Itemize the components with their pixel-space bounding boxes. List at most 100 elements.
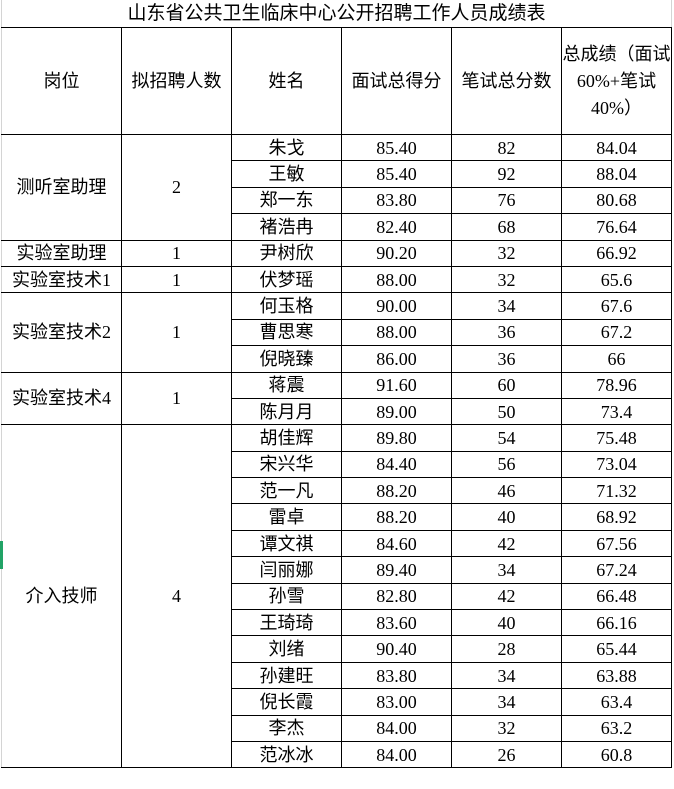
total-score-cell[interactable]: 65.6: [561, 265, 672, 294]
total-score-cell[interactable]: 66.16: [561, 609, 672, 637]
interview-score-cell[interactable]: 82.40: [341, 213, 452, 241]
name-cell[interactable]: 宋兴华: [231, 450, 342, 479]
total-score-cell[interactable]: 78.96: [561, 371, 672, 399]
header-name[interactable]: 姓名: [231, 27, 342, 135]
total-score-cell[interactable]: 66: [561, 345, 672, 373]
written-score-cell[interactable]: 36: [451, 318, 562, 347]
written-score-cell[interactable]: 46: [451, 477, 562, 505]
interview-score-cell[interactable]: 84.60: [341, 529, 452, 558]
interview-score-cell[interactable]: 91.60: [341, 371, 452, 399]
name-cell[interactable]: 伏梦瑶: [231, 265, 342, 294]
name-cell[interactable]: 范冰冰: [231, 740, 342, 769]
written-score-cell[interactable]: 34: [451, 688, 562, 716]
interview-score-cell[interactable]: 89.80: [341, 424, 452, 452]
written-score-cell[interactable]: 76: [451, 186, 562, 215]
quota-cell[interactable]: 1: [121, 239, 232, 267]
interview-score-cell[interactable]: 83.00: [341, 688, 452, 716]
total-score-cell[interactable]: 67.6: [561, 292, 672, 320]
interview-score-cell[interactable]: 90.40: [341, 635, 452, 663]
total-score-cell[interactable]: 80.68: [561, 186, 672, 215]
written-score-cell[interactable]: 92: [451, 160, 562, 188]
header-total[interactable]: 总成绩（面试60%+笔试40%）: [561, 27, 672, 135]
name-cell[interactable]: 朱戈: [231, 133, 342, 162]
written-score-cell[interactable]: 42: [451, 529, 562, 558]
interview-score-cell[interactable]: 84.00: [341, 714, 452, 742]
header-position[interactable]: 岗位: [1, 27, 122, 135]
header-written[interactable]: 笔试总分数: [451, 27, 562, 135]
interview-score-cell[interactable]: 83.80: [341, 186, 452, 215]
table-title[interactable]: 山东省公共卫生临床中心公开招聘工作人员成绩表: [1, 0, 672, 28]
interview-score-cell[interactable]: 90.00: [341, 292, 452, 320]
interview-score-cell[interactable]: 89.40: [341, 556, 452, 584]
name-cell[interactable]: 尹树欣: [231, 239, 342, 267]
total-score-cell[interactable]: 68.92: [561, 503, 672, 531]
written-score-cell[interactable]: 34: [451, 292, 562, 320]
name-cell[interactable]: 倪长霞: [231, 688, 342, 716]
name-cell[interactable]: 郑一东: [231, 186, 342, 215]
written-score-cell[interactable]: 56: [451, 450, 562, 479]
interview-score-cell[interactable]: 88.20: [341, 503, 452, 531]
quota-cell[interactable]: 1: [121, 265, 232, 294]
name-cell[interactable]: 谭文祺: [231, 529, 342, 558]
name-cell[interactable]: 曹思寒: [231, 318, 342, 347]
written-score-cell[interactable]: 26: [451, 740, 562, 769]
interview-score-cell[interactable]: 90.20: [341, 239, 452, 267]
name-cell[interactable]: 胡佳辉: [231, 424, 342, 452]
name-cell[interactable]: 王敏: [231, 160, 342, 188]
total-score-cell[interactable]: 88.04: [561, 160, 672, 188]
written-score-cell[interactable]: 34: [451, 661, 562, 690]
name-cell[interactable]: 范一凡: [231, 477, 342, 505]
written-score-cell[interactable]: 32: [451, 239, 562, 267]
written-score-cell[interactable]: 28: [451, 635, 562, 663]
interview-score-cell[interactable]: 89.00: [341, 397, 452, 426]
header-interview[interactable]: 面试总得分: [341, 27, 452, 135]
interview-score-cell[interactable]: 88.00: [341, 318, 452, 347]
interview-score-cell[interactable]: 85.40: [341, 160, 452, 188]
total-score-cell[interactable]: 60.8: [561, 740, 672, 769]
name-cell[interactable]: 李杰: [231, 714, 342, 742]
position-cell[interactable]: 实验室助理: [1, 239, 122, 267]
name-cell[interactable]: 闫丽娜: [231, 556, 342, 584]
total-score-cell[interactable]: 67.2: [561, 318, 672, 347]
interview-score-cell[interactable]: 86.00: [341, 345, 452, 373]
position-cell[interactable]: 实验室技术1: [1, 265, 122, 294]
name-cell[interactable]: 孙雪: [231, 582, 342, 611]
total-score-cell[interactable]: 75.48: [561, 424, 672, 452]
total-score-cell[interactable]: 63.4: [561, 688, 672, 716]
interview-score-cell[interactable]: 84.00: [341, 740, 452, 769]
position-cell[interactable]: 测听室助理: [1, 134, 122, 241]
total-score-cell[interactable]: 66.92: [561, 239, 672, 267]
interview-score-cell[interactable]: 88.20: [341, 477, 452, 505]
quota-cell[interactable]: 2: [121, 134, 232, 241]
written-score-cell[interactable]: 34: [451, 556, 562, 584]
interview-score-cell[interactable]: 83.60: [341, 609, 452, 637]
interview-score-cell[interactable]: 84.40: [341, 450, 452, 479]
written-score-cell[interactable]: 60: [451, 371, 562, 399]
written-score-cell[interactable]: 42: [451, 582, 562, 611]
name-cell[interactable]: 倪晓臻: [231, 345, 342, 373]
total-score-cell[interactable]: 67.24: [561, 556, 672, 584]
total-score-cell[interactable]: 63.2: [561, 714, 672, 742]
total-score-cell[interactable]: 84.04: [561, 133, 672, 162]
interview-score-cell[interactable]: 88.00: [341, 265, 452, 294]
interview-score-cell[interactable]: 83.80: [341, 661, 452, 690]
quota-cell[interactable]: 1: [121, 371, 232, 426]
position-cell[interactable]: 实验室技术2: [1, 292, 122, 373]
written-score-cell[interactable]: 68: [451, 213, 562, 241]
written-score-cell[interactable]: 40: [451, 609, 562, 637]
name-cell[interactable]: 陈月月: [231, 397, 342, 426]
total-score-cell[interactable]: 65.44: [561, 635, 672, 663]
total-score-cell[interactable]: 63.88: [561, 661, 672, 690]
position-cell[interactable]: 介入技师: [1, 424, 122, 769]
name-cell[interactable]: 孙建旺: [231, 661, 342, 690]
written-score-cell[interactable]: 36: [451, 345, 562, 373]
total-score-cell[interactable]: 67.56: [561, 529, 672, 558]
interview-score-cell[interactable]: 82.80: [341, 582, 452, 611]
quota-cell[interactable]: 1: [121, 292, 232, 373]
total-score-cell[interactable]: 76.64: [561, 213, 672, 241]
written-score-cell[interactable]: 50: [451, 397, 562, 426]
written-score-cell[interactable]: 82: [451, 133, 562, 162]
name-cell[interactable]: 刘绪: [231, 635, 342, 663]
total-score-cell[interactable]: 73.4: [561, 397, 672, 426]
name-cell[interactable]: 雷卓: [231, 503, 342, 531]
